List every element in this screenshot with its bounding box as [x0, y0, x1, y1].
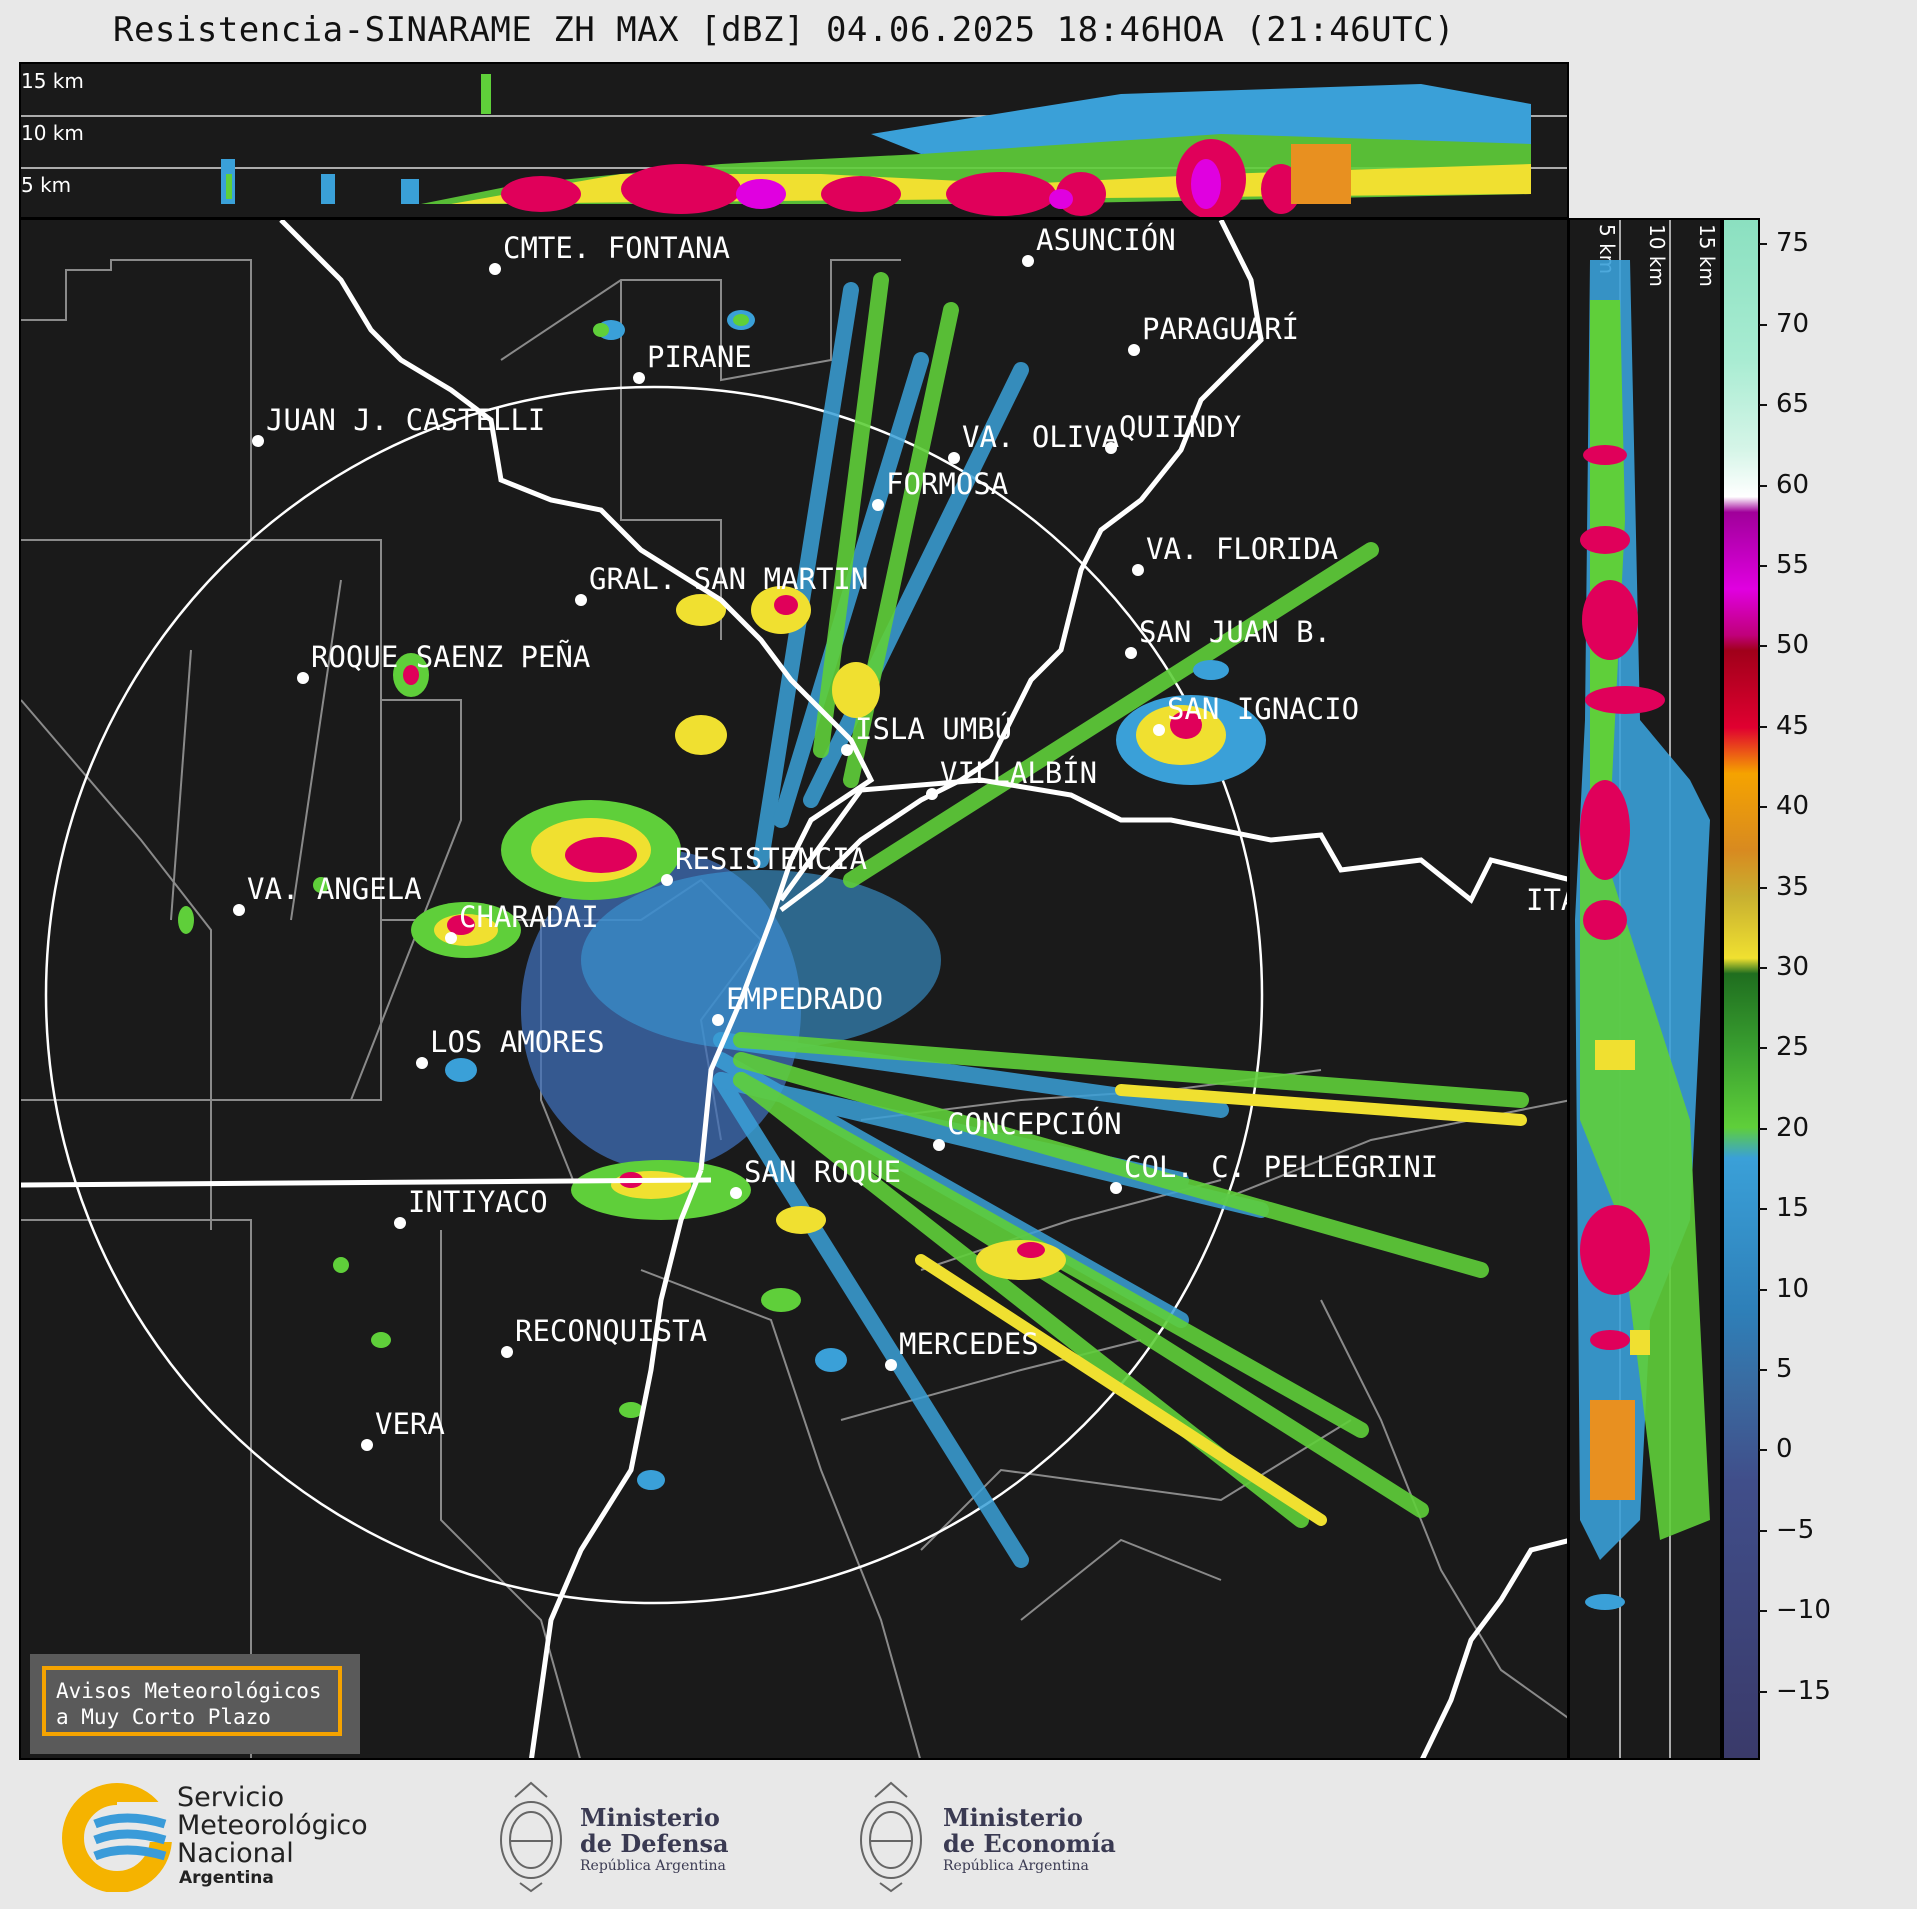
economia-line-2: de Economía — [943, 1829, 1116, 1858]
colorbar-tick: 45 — [1758, 711, 1809, 741]
height-label-15km: 15 km — [21, 69, 84, 93]
colorbar-tick: −15 — [1759, 1676, 1831, 1706]
defensa-line-1: Ministerio — [580, 1803, 720, 1832]
dbz-colorbar — [1722, 218, 1760, 1760]
colorbar-tick: 55 — [1758, 550, 1809, 580]
defensa-line-2: de Defensa — [580, 1829, 729, 1858]
coat-of-arms-icon — [500, 1781, 562, 1893]
colorbar-tick: 30 — [1758, 952, 1809, 982]
city-label: EMPEDRADO — [726, 982, 883, 1016]
colorbar-tick: 25 — [1758, 1032, 1809, 1062]
economia-line-3: República Argentina — [943, 1858, 1089, 1874]
city-label: ASUNCIÓN — [1036, 223, 1176, 257]
city-label: VILLALBÍN — [940, 756, 1097, 790]
city-label: LOS AMORES — [430, 1025, 605, 1059]
top-cross-section-panel: 15 km 10 km 5 km — [19, 62, 1569, 219]
province-boundaries — [21, 259, 1567, 1758]
radar-map: CMTE. FONTANA ASUNCIÓN PIRANE PARAGUARÍ … — [21, 220, 1569, 1758]
smn-line-4: Argentina — [179, 1868, 274, 1888]
radar-echoes — [178, 272, 1529, 1568]
economia-line-1: Ministerio — [943, 1803, 1083, 1832]
city-label: RESISTENCIA — [675, 842, 867, 876]
colorbar-tick: 15 — [1758, 1193, 1809, 1223]
rivers — [21, 220, 1567, 1758]
city-label: MERCEDES — [899, 1327, 1039, 1361]
smn-logo-icon — [62, 1783, 175, 1892]
city-labels: CMTE. FONTANA ASUNCIÓN PIRANE PARAGUARÍ … — [247, 223, 1569, 1441]
city-label: VA. FLORIDA — [1146, 532, 1338, 566]
colorbar-tick: −10 — [1759, 1595, 1831, 1625]
city-label: SAN JUAN B. — [1139, 615, 1331, 649]
city-label: FORMOSA — [886, 467, 1008, 501]
city-markers — [233, 255, 1165, 1451]
economia-logo[interactable]: Ministerio de Economía República Argenti… — [855, 1775, 1155, 1895]
colorbar-tick: 20 — [1758, 1113, 1809, 1143]
coat-of-arms-icon — [860, 1781, 922, 1893]
notice-line-1: Avisos Meteorológicos — [56, 1679, 322, 1703]
colorbar-tick: −5 — [1758, 1515, 1814, 1545]
side-height-15km: 15 km — [1695, 224, 1719, 287]
colorbar-tick: 10 — [1758, 1274, 1809, 1304]
notice-line-2: a Muy Corto Plazo — [56, 1705, 271, 1729]
colorbar-tick: 5 — [1759, 1354, 1793, 1384]
colorbar-tick: 35 — [1758, 872, 1809, 902]
city-label: VA. OLIVA — [962, 420, 1119, 454]
radar-map-panel[interactable]: CMTE. FONTANA ASUNCIÓN PIRANE PARAGUARÍ … — [19, 218, 1569, 1760]
city-label: SAN ROQUE — [744, 1155, 901, 1189]
height-label-10km: 10 km — [21, 121, 84, 145]
city-label: SAN IGNACIO — [1167, 692, 1359, 726]
colorbar-tick: 40 — [1758, 791, 1809, 821]
colorbar-tick: 50 — [1758, 630, 1809, 660]
city-label: PARAGUARÍ — [1142, 312, 1299, 346]
page-title: Resistencia-SINARAME ZH MAX [dBZ] 04.06.… — [112, 10, 1456, 50]
colorbar-tick: 75 — [1758, 228, 1809, 258]
city-label: COL. C. PELLEGRINI — [1124, 1150, 1438, 1184]
side-cross-section-panel: 5 km 10 km 15 km — [1568, 218, 1722, 1760]
city-label: RECONQUISTA — [515, 1314, 707, 1348]
colorbar-tick: 70 — [1758, 309, 1809, 339]
city-label: QUIINDY — [1119, 410, 1241, 444]
city-label: CONCEPCIÓN — [947, 1107, 1122, 1141]
height-label-5km: 5 km — [21, 173, 71, 197]
smn-line-1: Servicio — [177, 1782, 285, 1813]
city-label: JUAN J. CASTELLI — [266, 403, 545, 437]
city-label: CMTE. FONTANA — [503, 231, 730, 265]
defensa-line-3: República Argentina — [580, 1858, 726, 1874]
city-label: ITÁ — [1526, 883, 1569, 917]
city-label: CHARADAI — [459, 900, 599, 934]
side-height-10km: 10 km — [1645, 224, 1669, 287]
short-term-warnings-box[interactable]: Avisos Meteorológicos a Muy Corto Plazo — [30, 1654, 360, 1754]
colorbar-tick: 60 — [1758, 470, 1809, 500]
defensa-logo[interactable]: Ministerio de Defensa República Argentin… — [495, 1775, 755, 1895]
city-label: GRAL. SAN MARTIN — [589, 562, 868, 596]
smn-logo[interactable]: Servicio Meteorológico Nacional Argentin… — [55, 1782, 395, 1892]
colorbar-tick: 65 — [1758, 389, 1809, 419]
range-ring — [44, 385, 1264, 1605]
side-cross-section: 5 km 10 km 15 km — [1575, 220, 1719, 1758]
city-label: INTIYACO — [408, 1185, 548, 1219]
city-label: PIRANE — [647, 340, 752, 374]
city-label: VA. ANGELA — [247, 872, 422, 906]
city-label: ISLA UMBÚ — [855, 712, 1012, 746]
colorbar-tick: 0 — [1759, 1434, 1793, 1464]
city-label: ROQUE SAENZ PEÑA — [311, 640, 590, 674]
top-cross-section: 15 km 10 km 5 km — [21, 69, 1567, 217]
smn-line-3: Nacional — [177, 1838, 294, 1869]
city-label: VERA — [375, 1407, 445, 1441]
smn-line-2: Meteorológico — [177, 1810, 368, 1841]
